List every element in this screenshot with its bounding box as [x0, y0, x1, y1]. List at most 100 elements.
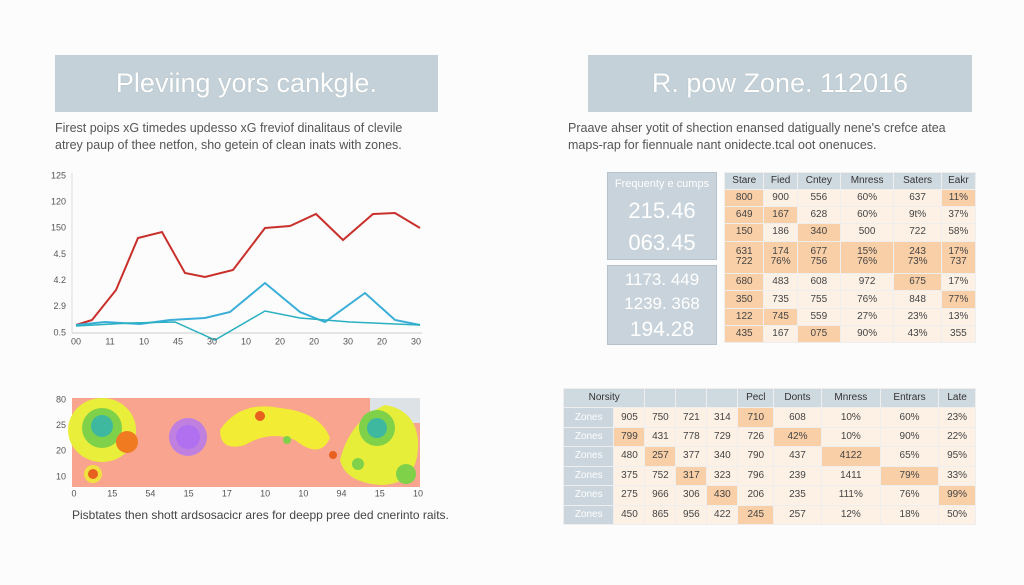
- stat-value: 1173. 449: [624, 270, 700, 289]
- column-header: Fied: [763, 171, 798, 191]
- x-tick-label: 00: [71, 336, 81, 346]
- table-row: Zones 480 257 377 340 790 437 4122 65% 95%: [562, 446, 976, 467]
- y-tick-label: 20: [56, 446, 66, 456]
- table-row: 350 735 755 76% 848 77%: [723, 290, 977, 309]
- cell: 422: [706, 504, 739, 526]
- x-tick-label: 10: [139, 336, 149, 346]
- column-header: Entrars: [879, 387, 940, 409]
- stat-value: 1239. 368: [624, 294, 700, 313]
- x-tick-label: 20: [309, 336, 319, 346]
- blob: [255, 411, 265, 421]
- left-title: Pleviing yors cankgle.: [55, 55, 438, 112]
- cell: 745: [763, 307, 798, 326]
- cell: Zones: [562, 426, 615, 448]
- x-tick-label: 20: [275, 336, 285, 346]
- cell: 22%: [938, 426, 976, 448]
- cell: 680: [723, 273, 765, 292]
- x-tick-label: 17: [222, 488, 232, 498]
- cell: 317: [675, 465, 708, 487]
- description-line: maps-rap for fiennuale nant onidecte.tca…: [568, 138, 877, 152]
- cell: 79%: [879, 465, 940, 487]
- x-tick-label: 10: [298, 488, 308, 498]
- cell: 710: [737, 407, 775, 428]
- header-row: Norsity Pecl Donts Mnress Entrars Late: [562, 387, 976, 409]
- cell: 431: [644, 426, 677, 448]
- cell: 122: [723, 307, 765, 326]
- cell: 150: [723, 223, 765, 242]
- cell: 60%: [839, 206, 895, 225]
- cell: 799: [613, 426, 646, 448]
- x-tick-label: 30: [207, 336, 217, 346]
- cell: 675: [893, 273, 942, 292]
- column-header: [706, 387, 739, 409]
- table-row: 435 167 075 90% 43% 355: [723, 324, 977, 344]
- description-line: Praave ahser yotit of shection enansed d…: [568, 121, 946, 135]
- cell: 76%: [839, 290, 895, 309]
- cell: 314: [706, 407, 739, 428]
- x-tick-label: 10: [241, 336, 251, 346]
- cell: 60%: [839, 189, 895, 208]
- cell: 966: [644, 485, 677, 506]
- cell: 1411: [820, 465, 881, 487]
- cell: 750: [644, 407, 677, 428]
- right-description: Praave ahser yotit of shection enansed d…: [568, 120, 998, 154]
- x-tick-label: 15: [107, 488, 117, 498]
- cell: 721: [675, 407, 708, 428]
- y-tick-label: 2.9: [53, 301, 66, 311]
- cell: 23%: [938, 407, 976, 428]
- cell: 637: [893, 189, 942, 208]
- column-header: Eakr: [940, 171, 977, 191]
- cell: 245: [737, 504, 775, 526]
- cell: 37%: [940, 206, 977, 225]
- cell: 42%: [773, 426, 822, 448]
- y-tick-label: 0.5: [53, 327, 66, 337]
- column-header: Saters: [893, 171, 942, 191]
- cell: 11%: [940, 189, 977, 208]
- x-tick-label: 20: [377, 336, 387, 346]
- line-red: [75, 211, 421, 326]
- stat-label: Frequenty e cumps: [614, 178, 710, 190]
- cell: 729: [706, 426, 739, 448]
- cell: 243 73%: [893, 240, 942, 275]
- cell: 111%: [820, 485, 881, 506]
- right-title: R. pow Zone. 112016: [588, 55, 972, 112]
- table-row: Zones 275 966 306 430 206 235 111% 76% 99%: [562, 485, 976, 506]
- stat-box: Frequenty e cumps 215.46 063.45: [607, 172, 717, 260]
- cell: 796: [737, 465, 775, 487]
- y-tick-label: 125: [51, 170, 66, 180]
- table-row: 122 745 559 27% 23% 13%: [723, 307, 977, 326]
- x-tick-label: 30: [411, 336, 421, 346]
- column-header: Mnress: [820, 387, 881, 409]
- left-description: Firest poips xG timedes updesso xG frevi…: [55, 120, 455, 154]
- header-row: Stare Fied Cntey Mnress Saters Eakr: [723, 171, 977, 191]
- y-tick-label: 4.5: [53, 249, 66, 259]
- y-tick-label: 25: [56, 420, 66, 430]
- cell: 10%: [820, 407, 881, 428]
- blob: [367, 418, 387, 438]
- stat-value: 194.28: [629, 318, 695, 341]
- x-tick-label: 30: [343, 336, 353, 346]
- cell: 306: [675, 485, 708, 506]
- cell: Zones: [562, 465, 615, 487]
- stat-value: 215.46: [628, 198, 696, 223]
- table: Norsity Pecl Donts Mnress Entrars Late Zones 90…: [562, 387, 976, 526]
- table-row: 631 722 174 76% 677 756 15% 76% 243 73% 17% 7…: [723, 240, 977, 275]
- column-header: Cntey: [796, 171, 841, 191]
- column-header: Stare: [723, 171, 765, 191]
- cell: 755: [796, 290, 841, 309]
- y-tick-label: 10: [56, 471, 66, 481]
- description-line: Firest poips xG timedes updesso xG frevi…: [55, 121, 403, 135]
- cell: 58%: [940, 223, 977, 242]
- cell: 95%: [938, 446, 976, 467]
- cell: 350: [723, 290, 765, 309]
- cell: 735: [763, 290, 798, 309]
- description-line: atrey paup of thee netfon, sho getein of…: [55, 138, 402, 152]
- table: Stare Fied Cntey Mnress Saters Eakr 800 900 556 6…: [723, 171, 977, 344]
- cell: 50%: [938, 504, 976, 526]
- cell: 4122: [820, 446, 881, 467]
- cell: 90%: [879, 426, 940, 448]
- line-blue: [75, 281, 421, 326]
- cell: 10%: [820, 426, 881, 448]
- cell: 323: [706, 465, 739, 487]
- cell: 483: [763, 273, 798, 292]
